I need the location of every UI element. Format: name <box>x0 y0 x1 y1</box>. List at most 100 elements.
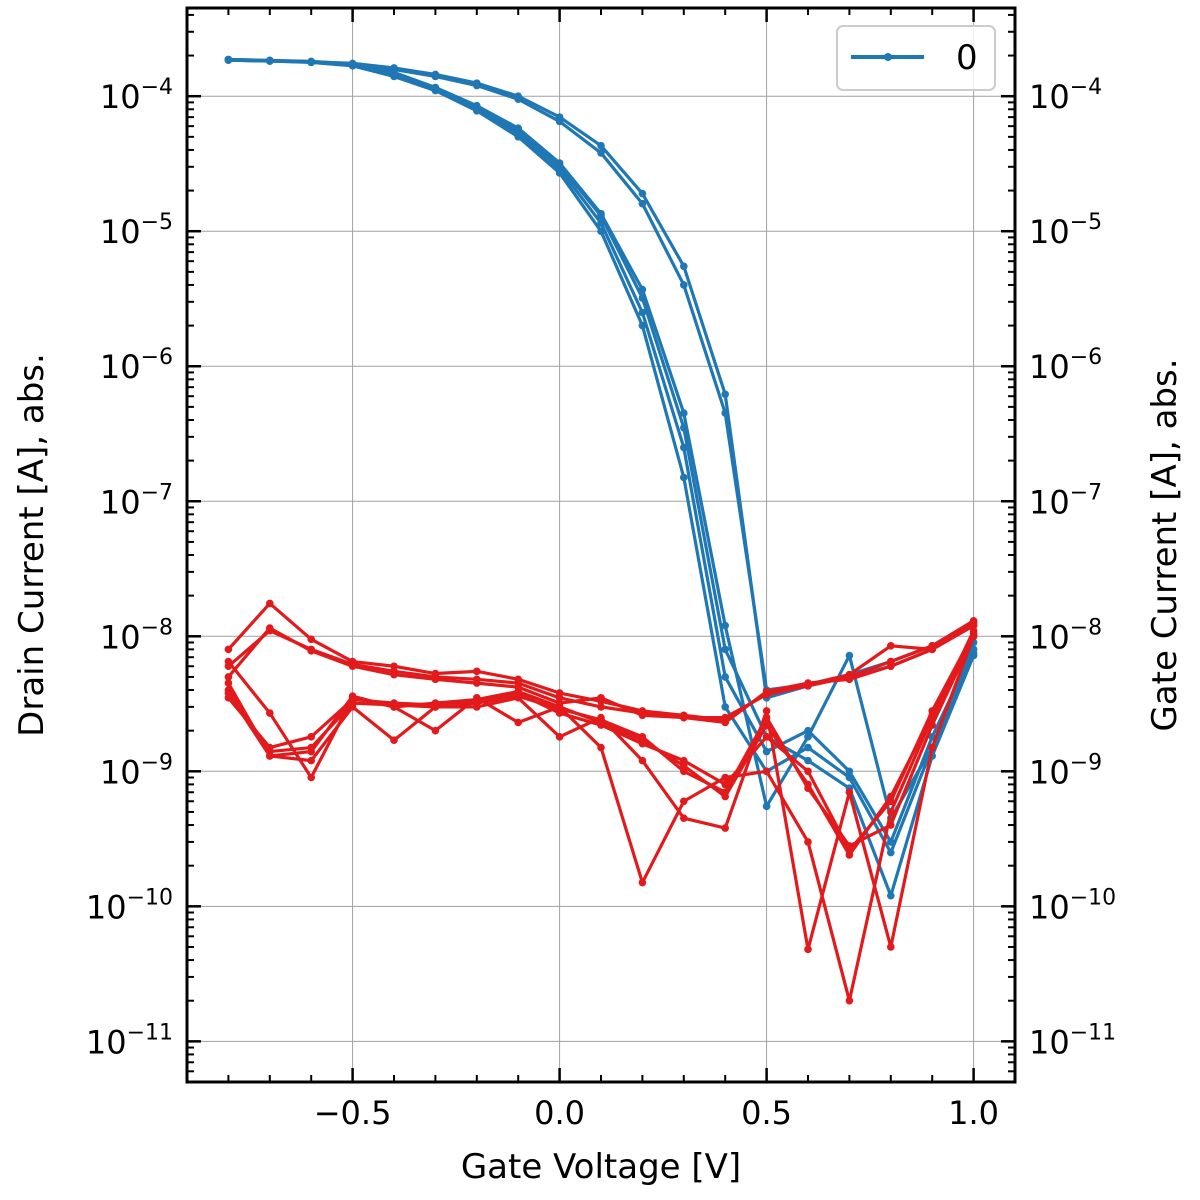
gate-current-series-point <box>762 713 771 722</box>
y-tick-label: 10−10 <box>86 885 173 926</box>
drain-current-series-point <box>804 756 812 765</box>
gate-current-series-point <box>307 773 316 782</box>
y2-axis-title: Gate Current [A], abs. <box>1145 358 1185 731</box>
drain-current-series <box>224 56 978 857</box>
gate-current-series-point <box>348 692 357 700</box>
drain-current-series-line <box>228 58 976 855</box>
gate-current-series-point <box>555 703 564 711</box>
gate-current-series-point <box>804 780 812 789</box>
y2-tick-label: 10−5 <box>1029 210 1102 251</box>
gate-current-series-point <box>680 713 688 722</box>
drain-current-series-point <box>804 743 812 752</box>
gate-current-series-point <box>307 747 316 756</box>
gate-current-series-point <box>804 838 812 846</box>
drain-current-series-point <box>473 81 481 90</box>
gate-current-series-point <box>762 687 771 696</box>
x-axis-title: Gate Voltage [V] <box>461 1147 741 1187</box>
x-tick-label: 0.0 <box>534 1094 585 1132</box>
drain-current-series-point <box>887 848 895 857</box>
gate-current-series-point <box>224 657 233 666</box>
drain-current-series-point <box>307 58 316 66</box>
drain-current-series-point <box>680 409 688 417</box>
gate-current-series-point <box>762 721 771 729</box>
gate-current-series-point <box>224 679 233 687</box>
gate-current-series-point <box>266 624 274 632</box>
drain-current-series-point <box>680 281 688 289</box>
gate-current-series-point <box>845 842 854 850</box>
drain-current-series-point <box>514 95 522 104</box>
gate-current-series-point <box>928 721 936 729</box>
gate-current-series-point <box>597 743 605 752</box>
gate-current-series <box>224 632 978 954</box>
gate-current-series <box>224 631 978 859</box>
series-layer <box>224 55 978 1005</box>
gate-current-series-point <box>928 645 936 654</box>
gate-current-series-point <box>307 647 316 655</box>
drain-current-series-point <box>969 651 978 660</box>
drain-current-series-point <box>804 733 812 741</box>
plot-frame <box>185 6 1017 1084</box>
tick-layer <box>187 8 1015 1083</box>
gate-current-series-point <box>307 733 316 741</box>
gate-current-series <box>224 626 978 1005</box>
gate-current-series-point <box>514 687 522 696</box>
gate-current-series-point <box>224 645 233 654</box>
gate-current-series-point <box>390 670 398 679</box>
drain-current-series-point <box>431 72 440 81</box>
drain-current-series-point <box>762 802 771 811</box>
drain-current-series-point <box>638 308 647 317</box>
gate-current-series-point <box>555 694 564 702</box>
gate-current-series-point <box>638 736 647 744</box>
drain-current-series-point <box>845 767 854 776</box>
y-tick-label: 10−9 <box>100 750 173 791</box>
gate-current-series-point <box>680 761 688 770</box>
gate-current-series-point <box>266 752 274 760</box>
gate-current-series-point <box>390 703 398 711</box>
x-tick-label: 0.5 <box>741 1094 792 1132</box>
gate-current-series-point <box>597 703 605 711</box>
y2-tick-label: 10−4 <box>1029 75 1102 116</box>
y-tick-label: 10−4 <box>100 75 173 116</box>
drain-current-series-point <box>721 621 729 630</box>
gate-current-series-point <box>762 767 771 776</box>
gate-current-series-point <box>473 679 481 687</box>
drain-current-series-line <box>228 57 976 898</box>
gate-current-series-point <box>555 733 564 741</box>
gate-current-series-point <box>680 814 688 822</box>
gate-current-series-point <box>969 631 978 639</box>
gate-current-series-point <box>266 599 274 608</box>
y2-tick-label: 10−11 <box>1029 1020 1116 1061</box>
drain-current-series-point <box>721 703 729 711</box>
gate-current-series-point <box>721 718 729 727</box>
gate-current-series-point <box>762 733 771 741</box>
drain-current-series-point <box>597 149 605 157</box>
gate-current-series-point <box>431 675 440 684</box>
y-tick-label: 10−5 <box>100 210 173 251</box>
drain-current-series-point <box>721 390 729 399</box>
gate-current-series-point <box>224 673 233 681</box>
gate-current-series-point <box>307 635 316 644</box>
gate-current-series-point <box>804 767 812 776</box>
gate-current-series-point <box>887 808 895 816</box>
gate-current-series-point <box>266 709 274 717</box>
gate-current-series-point <box>348 662 357 671</box>
gate-current-series-point <box>887 821 895 829</box>
drain-current-series-point <box>473 101 481 110</box>
gate-current-series-point <box>431 699 440 707</box>
drain-current-series-point <box>680 473 688 482</box>
gate-current-series-point <box>638 711 647 720</box>
gate-current-series-point <box>845 788 854 797</box>
drain-current-series <box>224 56 978 694</box>
legend-marker-swatch <box>884 53 892 61</box>
drain-current-series-point <box>721 673 729 681</box>
drain-current-series-point <box>721 409 729 417</box>
drain-current-series-point <box>887 838 895 846</box>
drain-current-series-point <box>555 159 564 167</box>
gate-current-series-point <box>804 945 812 954</box>
gate-current-series-point <box>514 718 522 727</box>
gate-current-series-point <box>224 689 233 697</box>
y-tick-label: 10−7 <box>100 480 173 521</box>
drain-current-series-point <box>597 209 605 218</box>
legend-entry-label: 0 <box>956 38 978 78</box>
